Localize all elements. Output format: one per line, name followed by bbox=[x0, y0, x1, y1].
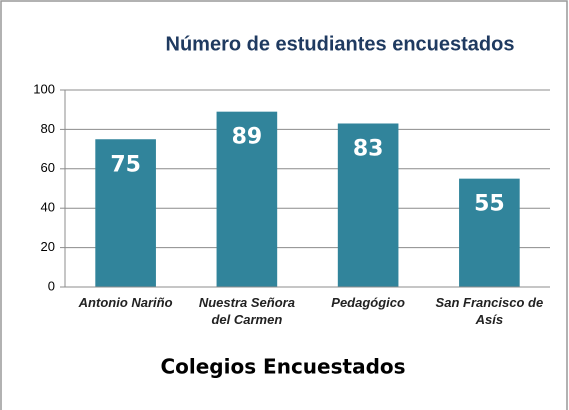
data-label: 83 bbox=[353, 136, 384, 161]
data-label: 75 bbox=[110, 152, 141, 177]
x-tick-label: Nuestra Señora del Carmen bbox=[198, 295, 295, 327]
y-tick-label: 20 bbox=[41, 239, 55, 254]
x-tick-label: San Francisco de Asís bbox=[435, 295, 544, 327]
bar bbox=[95, 139, 156, 287]
x-tick-label: Antonio Nariño bbox=[78, 295, 173, 310]
bar bbox=[459, 178, 520, 287]
y-tick-label: 40 bbox=[41, 200, 55, 215]
data-label: 55 bbox=[474, 192, 505, 217]
y-tick-label: 60 bbox=[41, 160, 55, 175]
y-tick-label: 0 bbox=[48, 278, 55, 293]
y-tick-label: 100 bbox=[33, 81, 55, 96]
y-tick-label: 80 bbox=[41, 121, 55, 136]
x-tick-label: Pedagógico bbox=[331, 295, 405, 310]
data-label: 89 bbox=[232, 125, 263, 150]
x-axis-title: Colegios Encuestados bbox=[160, 355, 405, 379]
bar bbox=[216, 111, 278, 287]
bar bbox=[337, 123, 399, 288]
chart-title: Número de estudiantes encuestados bbox=[166, 33, 515, 55]
